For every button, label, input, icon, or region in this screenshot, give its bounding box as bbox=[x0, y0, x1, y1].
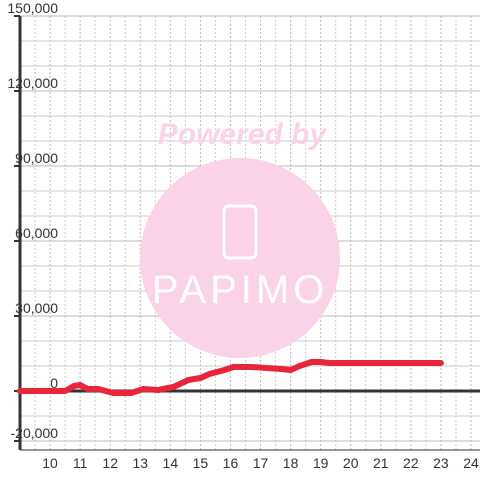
x-tick-label: 23 bbox=[433, 455, 449, 471]
x-tick-label: 11 bbox=[73, 455, 88, 471]
x-tick-label: 14 bbox=[163, 455, 179, 471]
y-tick-label: 60,000 bbox=[15, 225, 58, 241]
watermark-icon bbox=[222, 204, 258, 260]
x-tick-label: 15 bbox=[193, 455, 209, 471]
line-series bbox=[17, 359, 444, 396]
x-tick-label: 22 bbox=[403, 455, 419, 471]
x-tick-label: 16 bbox=[223, 455, 239, 471]
watermark-text: Powered by bbox=[158, 118, 328, 151]
x-tick-label: 21 bbox=[373, 455, 389, 471]
watermark-logo: PAPIMO bbox=[152, 268, 329, 312]
x-tick-label: 24 bbox=[463, 455, 479, 471]
y-tick-label: 30,000 bbox=[15, 300, 58, 316]
x-tick-label: 10 bbox=[42, 455, 58, 471]
x-tick-label: 17 bbox=[253, 455, 269, 471]
y-tick-label: -20,000 bbox=[11, 425, 59, 441]
y-tick-label: 150,000 bbox=[7, 0, 58, 16]
x-tick-label: 13 bbox=[132, 455, 148, 471]
x-tick-label: 19 bbox=[313, 455, 329, 471]
x-tick-label: 18 bbox=[283, 455, 299, 471]
y-tick-label: 0 bbox=[50, 375, 58, 391]
y-tick-label: 120,000 bbox=[7, 75, 58, 91]
x-tick-label: 20 bbox=[343, 455, 359, 471]
x-tick-label: 12 bbox=[102, 455, 118, 471]
y-tick-label: 90,000 bbox=[15, 150, 58, 166]
watermark: Powered by PAPIMO bbox=[140, 118, 340, 358]
